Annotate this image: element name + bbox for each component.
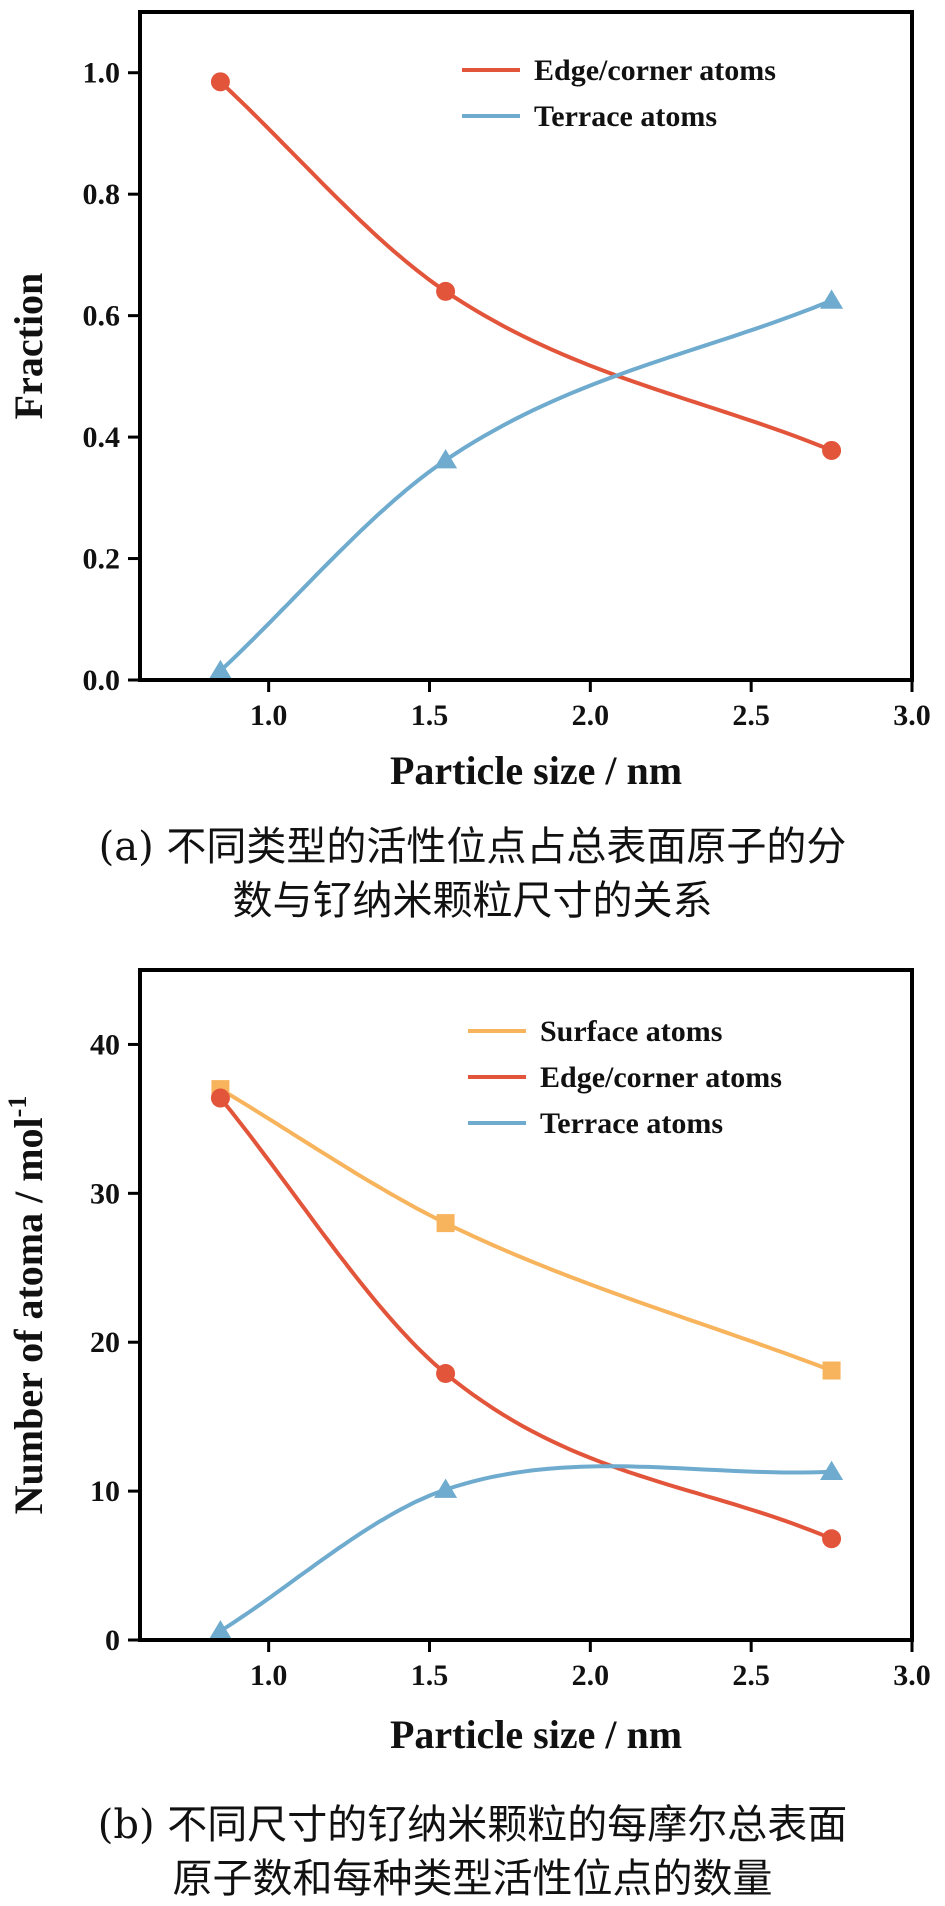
y-axis-title-a: Fraction [6, 273, 51, 420]
legend-label-b-0: Surface atoms [540, 1015, 722, 1048]
x-tick-label-a-4: 3.0 [893, 699, 931, 732]
y-tick-label-b-1: 10 [90, 1475, 120, 1508]
x-tick-label-b-1: 1.5 [411, 1659, 449, 1692]
x-axis-title-a: Particle size / nm [390, 748, 682, 793]
x-axis-title-b: Particle size / nm [390, 1712, 682, 1757]
x-tick-label-a-3: 2.5 [732, 699, 770, 732]
x-tick-label-b-0: 1.0 [250, 1659, 288, 1692]
data-point-a-0-1 [436, 281, 456, 301]
y-tick-label-b-0: 0 [105, 1624, 120, 1657]
plot-frame-a [138, 10, 914, 682]
y-axis-title-sup-b: -1 [3, 1096, 32, 1118]
caption-a-line-2: 数与钌纳米颗粒尺寸的关系 [232, 878, 713, 924]
legend-label-b-1: Edge/corner atoms [540, 1061, 782, 1094]
x-tick-label-a-2: 2.0 [572, 699, 610, 732]
x-tick-label-b-4: 3.0 [893, 1659, 931, 1692]
y-axis-title-text-b: Number of atoma / mol [6, 1117, 51, 1514]
data-point-b-2-0 [208, 1620, 232, 1640]
legend-label-a-1: Terrace atoms [534, 100, 717, 133]
x-tick-label-a-1: 1.5 [411, 699, 449, 732]
data-point-b-1-1 [436, 1363, 456, 1383]
legend-label-b-2: Terrace atoms [540, 1107, 723, 1140]
y-tick-label-a-0: 0.0 [83, 664, 121, 697]
data-point-a-1-2 [820, 289, 844, 309]
y-tick-label-a-5: 1.0 [83, 57, 121, 90]
chart-b: 1.0 1.5 2.0 2.5 3.0 0 10 20 30 40 Particle size / … [3, 968, 931, 1757]
y-tick-label-a-1: 0.2 [83, 543, 121, 576]
caption-b-line-2: 原子数和每种类型活性位点的数量 [172, 1856, 773, 1902]
y-axis-title-text-a: Fraction [6, 273, 51, 420]
plot-frame-b [138, 968, 914, 1642]
caption-a-line-1: (a) 不同类型的活性位点占总表面原子的分 [98, 824, 847, 870]
legend-label-a-0: Edge/corner atoms [534, 54, 776, 87]
caption-b-line-1: (b) 不同尺寸的钌纳米颗粒的每摩尔总表面 [97, 1802, 848, 1848]
chart-a: 1.0 1.5 2.0 2.5 3.0 0.0 0.2 0.4 0.6 0.8 1.0 Particl… [6, 10, 931, 793]
data-point-b-2-2 [820, 1460, 844, 1481]
y-axis-title-b: Number of atoma / mol-1 [3, 1096, 51, 1515]
data-point-b-0-1 [436, 1214, 455, 1233]
data-point-b-0-2 [822, 1361, 841, 1380]
y-tick-label-b-4: 40 [90, 1028, 120, 1061]
caption-b: (b) 不同尺寸的钌纳米颗粒的每摩尔总表面 原子数和每种类型活性位点的数量 [0, 1798, 945, 1906]
data-point-a-0-0 [210, 72, 230, 92]
data-point-a-1-1 [434, 449, 458, 469]
caption-a: (a) 不同类型的活性位点占总表面原子的分 数与钌纳米颗粒尺寸的关系 [0, 820, 945, 928]
y-tick-label-a-2: 0.4 [83, 421, 121, 454]
data-point-a-1-0 [208, 659, 232, 680]
series-line-b-2 [219, 1464, 832, 1633]
data-point-a-0-2 [822, 440, 842, 460]
series-line-a-0 [219, 80, 833, 453]
y-tick-label-a-3: 0.6 [83, 300, 121, 333]
y-tick-label-a-4: 0.8 [83, 178, 121, 211]
series-line-a-1 [219, 298, 833, 673]
data-point-b-1-0 [210, 1088, 230, 1108]
x-tick-label-a-0: 1.0 [250, 699, 288, 732]
y-tick-label-b-3: 30 [90, 1177, 120, 1210]
y-tick-label-b-2: 20 [90, 1326, 120, 1359]
data-point-b-2-1 [434, 1478, 458, 1498]
x-tick-label-b-2: 2.0 [572, 1659, 610, 1692]
series-line-b-0 [219, 1087, 833, 1373]
data-point-b-1-2 [822, 1529, 842, 1549]
x-tick-label-b-3: 2.5 [732, 1659, 770, 1692]
